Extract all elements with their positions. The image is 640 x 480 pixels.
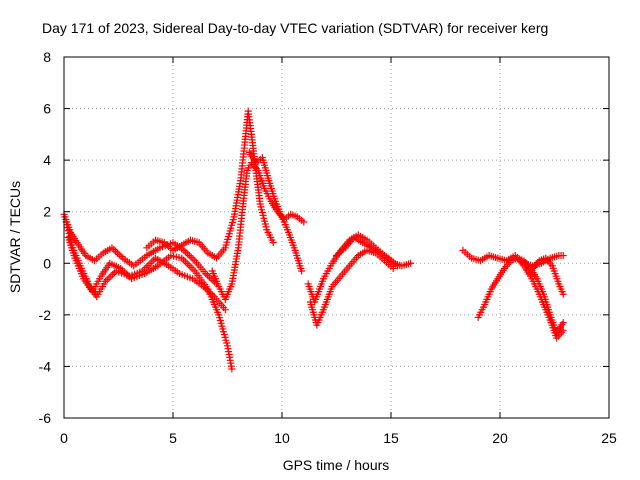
- y-tick-label: -6: [39, 410, 52, 426]
- series-track-c: [64, 234, 236, 373]
- data-point: [187, 253, 195, 261]
- y-tick-label: 6: [43, 101, 51, 117]
- grid: [64, 57, 609, 418]
- data-point: [113, 249, 121, 257]
- data-point: [115, 251, 123, 259]
- data-point: [204, 271, 212, 279]
- data-point: [269, 239, 277, 247]
- data-point: [559, 319, 567, 327]
- y-axis-label: SDTVAR / TECUs: [7, 181, 23, 293]
- x-axis-label: GPS time / hours: [283, 457, 390, 473]
- data-point: [109, 270, 117, 278]
- series-track-i: [333, 234, 402, 270]
- data-point: [107, 272, 115, 280]
- x-tick-label: 15: [383, 430, 399, 446]
- series-track-d: [143, 107, 277, 262]
- data-point: [228, 365, 236, 373]
- data-point: [185, 252, 193, 260]
- data-point: [205, 273, 213, 281]
- data-point: [300, 218, 308, 226]
- data-point: [189, 255, 197, 263]
- y-tick-label: 2: [43, 204, 51, 220]
- data-point: [110, 246, 118, 254]
- y-tick-label: -2: [39, 307, 52, 323]
- y-tick-label: 0: [43, 255, 51, 271]
- x-tick-label: 20: [492, 430, 508, 446]
- x-tick-label: 0: [60, 430, 68, 446]
- data-point: [407, 259, 415, 267]
- data-point: [559, 290, 567, 298]
- y-tick-label: 8: [43, 49, 51, 65]
- y-tick-label: 4: [43, 152, 51, 168]
- data-point: [105, 274, 113, 282]
- x-tick-label: 10: [274, 430, 290, 446]
- data-point: [394, 262, 402, 270]
- data-point: [389, 264, 397, 272]
- series-track-e: [208, 159, 308, 303]
- x-tick-label: 25: [601, 430, 617, 446]
- y-tick-label: -4: [39, 358, 52, 374]
- series-track-l: [513, 254, 567, 342]
- series-track-b: [62, 218, 229, 314]
- data-point: [124, 271, 132, 279]
- data-points: [60, 107, 567, 373]
- chart-title: Day 171 of 2023, Sidereal Day-to-day VTE…: [42, 20, 548, 36]
- data-point: [559, 252, 567, 260]
- data-point: [103, 276, 111, 284]
- data-point: [111, 269, 119, 277]
- series-track-f: [245, 148, 306, 275]
- axis-ticks: 0 5 10 15 20 25 -6 -4 -2 0 2 4 6 8: [39, 49, 617, 446]
- x-tick-label: 5: [169, 430, 177, 446]
- series-track-m: [529, 254, 567, 298]
- data-point: [184, 250, 192, 258]
- data-point: [559, 326, 567, 334]
- data-point: [221, 306, 229, 314]
- data-point: [298, 267, 306, 275]
- data-point: [117, 252, 125, 260]
- data-point: [182, 248, 190, 256]
- plot-frame: [63, 56, 610, 419]
